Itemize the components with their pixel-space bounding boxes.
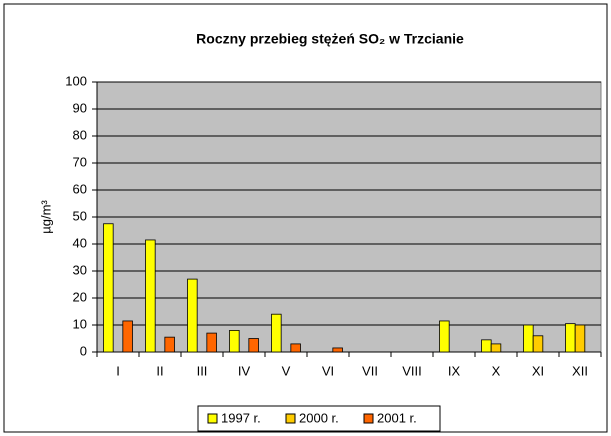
x-tick-label: I [116,363,120,378]
x-tick-label: III [197,363,208,378]
y-tick-label: 50 [73,208,87,223]
bar [248,338,259,353]
x-tick-label: VII [362,363,378,378]
y-tick-label: 80 [73,127,87,142]
y-axis-label: µg/m³ [38,200,53,234]
x-tick-label: IX [448,363,461,378]
bar [206,332,217,353]
bar [290,343,301,353]
bar [439,320,450,353]
legend-swatch [207,413,218,424]
chart-title: Roczny przebieg stężeń SO₂ w Trzcianie [196,31,464,47]
bar [490,343,502,353]
bar [103,223,114,353]
x-tick-label: V [282,363,291,378]
bar [145,239,156,353]
y-tick-label: 30 [73,262,87,277]
bar [532,335,544,353]
x-tick-label: VI [322,363,334,378]
x-tick-label: X [492,363,501,378]
y-tick-label: 10 [73,316,87,331]
legend-label: 2000 r. [299,410,339,425]
y-tick-label: 70 [73,154,87,169]
bar [164,336,175,353]
y-tick-label: 0 [80,343,87,358]
legend-label: 2001 r. [377,410,417,425]
x-tick-label: XII [572,363,588,378]
bar [122,320,133,353]
y-tick-label: 60 [73,181,87,196]
bar [229,329,240,353]
bar [187,278,198,353]
legend-label: 1997 r. [221,410,261,425]
bar [481,339,492,353]
bar [332,347,343,353]
bar [565,323,576,353]
bar [271,313,282,353]
x-tick-label: VIII [402,363,422,378]
bar [574,324,586,353]
legend-box [197,405,441,432]
legend-swatch [363,413,374,424]
bar [523,324,534,353]
legend-swatch [285,413,296,424]
x-tick-label: XI [532,363,544,378]
x-tick-label: IV [238,363,251,378]
y-tick-label: 90 [73,100,87,115]
y-tick-label: 40 [73,235,87,250]
y-tick-label: 20 [73,289,87,304]
y-tick-label: 100 [65,73,87,88]
x-tick-label: II [156,363,163,378]
